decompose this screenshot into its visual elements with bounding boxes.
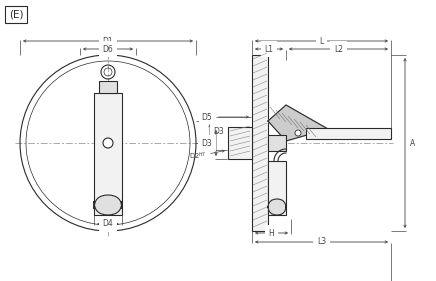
Circle shape [103,138,113,148]
Text: L2: L2 [334,44,343,53]
Text: (E): (E) [9,10,23,19]
Bar [99,81,117,93]
Text: L3: L3 [317,237,326,246]
Bar [252,55,268,231]
Text: D3: D3 [201,139,212,148]
Text: L1: L1 [265,44,273,53]
Bar [5,6,27,23]
Polygon shape [268,105,328,141]
Bar [268,135,286,151]
Bar [268,161,286,215]
Bar [94,93,122,215]
Text: A: A [410,139,416,148]
FancyBboxPatch shape [94,195,122,215]
Text: D1: D1 [103,37,113,46]
Circle shape [295,130,301,136]
Bar [228,127,252,159]
Text: D3: D3 [214,128,225,137]
Text: D5: D5 [201,112,212,121]
Text: D6: D6 [102,44,113,53]
FancyBboxPatch shape [268,199,286,215]
Bar [306,128,391,139]
Text: L: L [320,37,324,46]
Text: D4: D4 [102,219,113,228]
Text: D2$^{H7}$: D2$^{H7}$ [189,150,207,162]
Text: H: H [269,228,274,237]
